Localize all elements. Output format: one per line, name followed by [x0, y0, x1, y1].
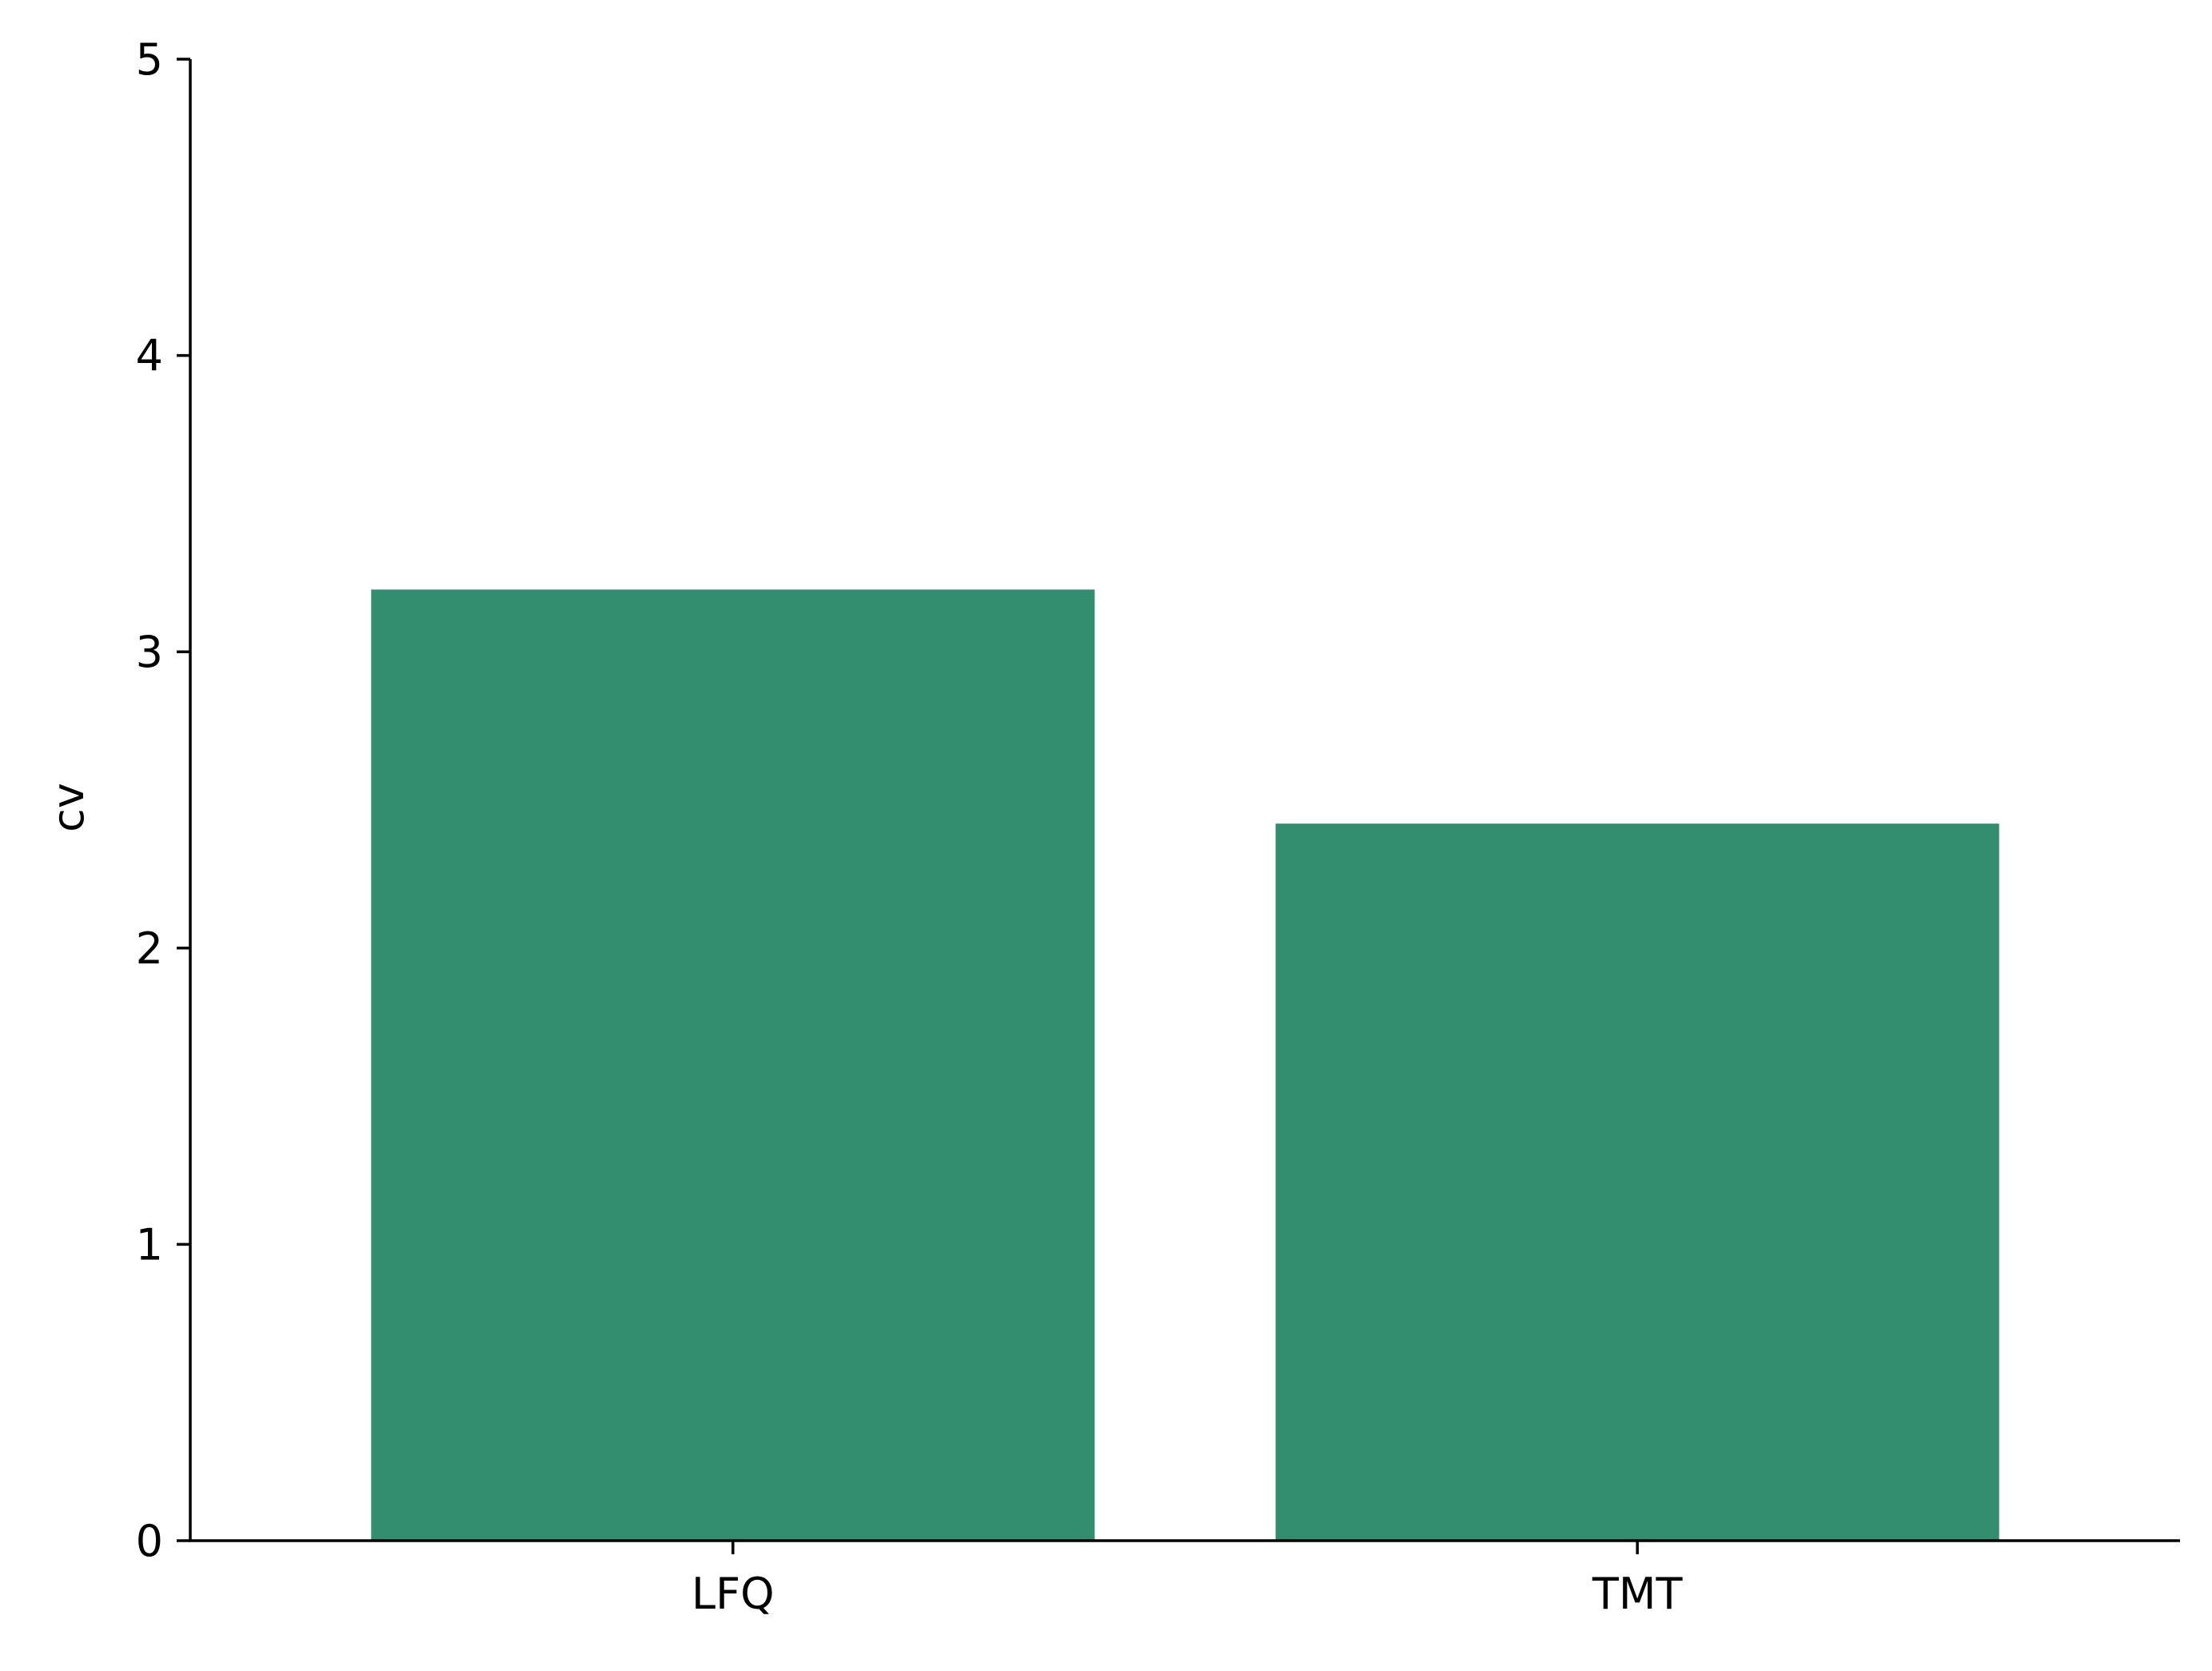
bar-lfq	[371, 589, 1095, 1541]
x-axis-ticks: LFQ TMT	[691, 1541, 1683, 1619]
bar-tmt	[1275, 824, 1999, 1541]
x-tick-label: TMT	[1592, 1569, 1684, 1619]
y-tick-label: 3	[136, 627, 163, 677]
y-tick-label: 4	[136, 331, 163, 381]
x-tick-label: LFQ	[691, 1569, 775, 1619]
y-tick-label: 2	[136, 923, 163, 974]
y-tick-label: 1	[136, 1219, 163, 1270]
y-axis-label: cv	[43, 783, 94, 832]
y-tick-label: 5	[136, 34, 163, 85]
y-axis-ticks: 0 1 2 3 4 5	[136, 34, 190, 1566]
bars-group	[371, 589, 1999, 1541]
y-tick-label: 0	[136, 1516, 163, 1566]
